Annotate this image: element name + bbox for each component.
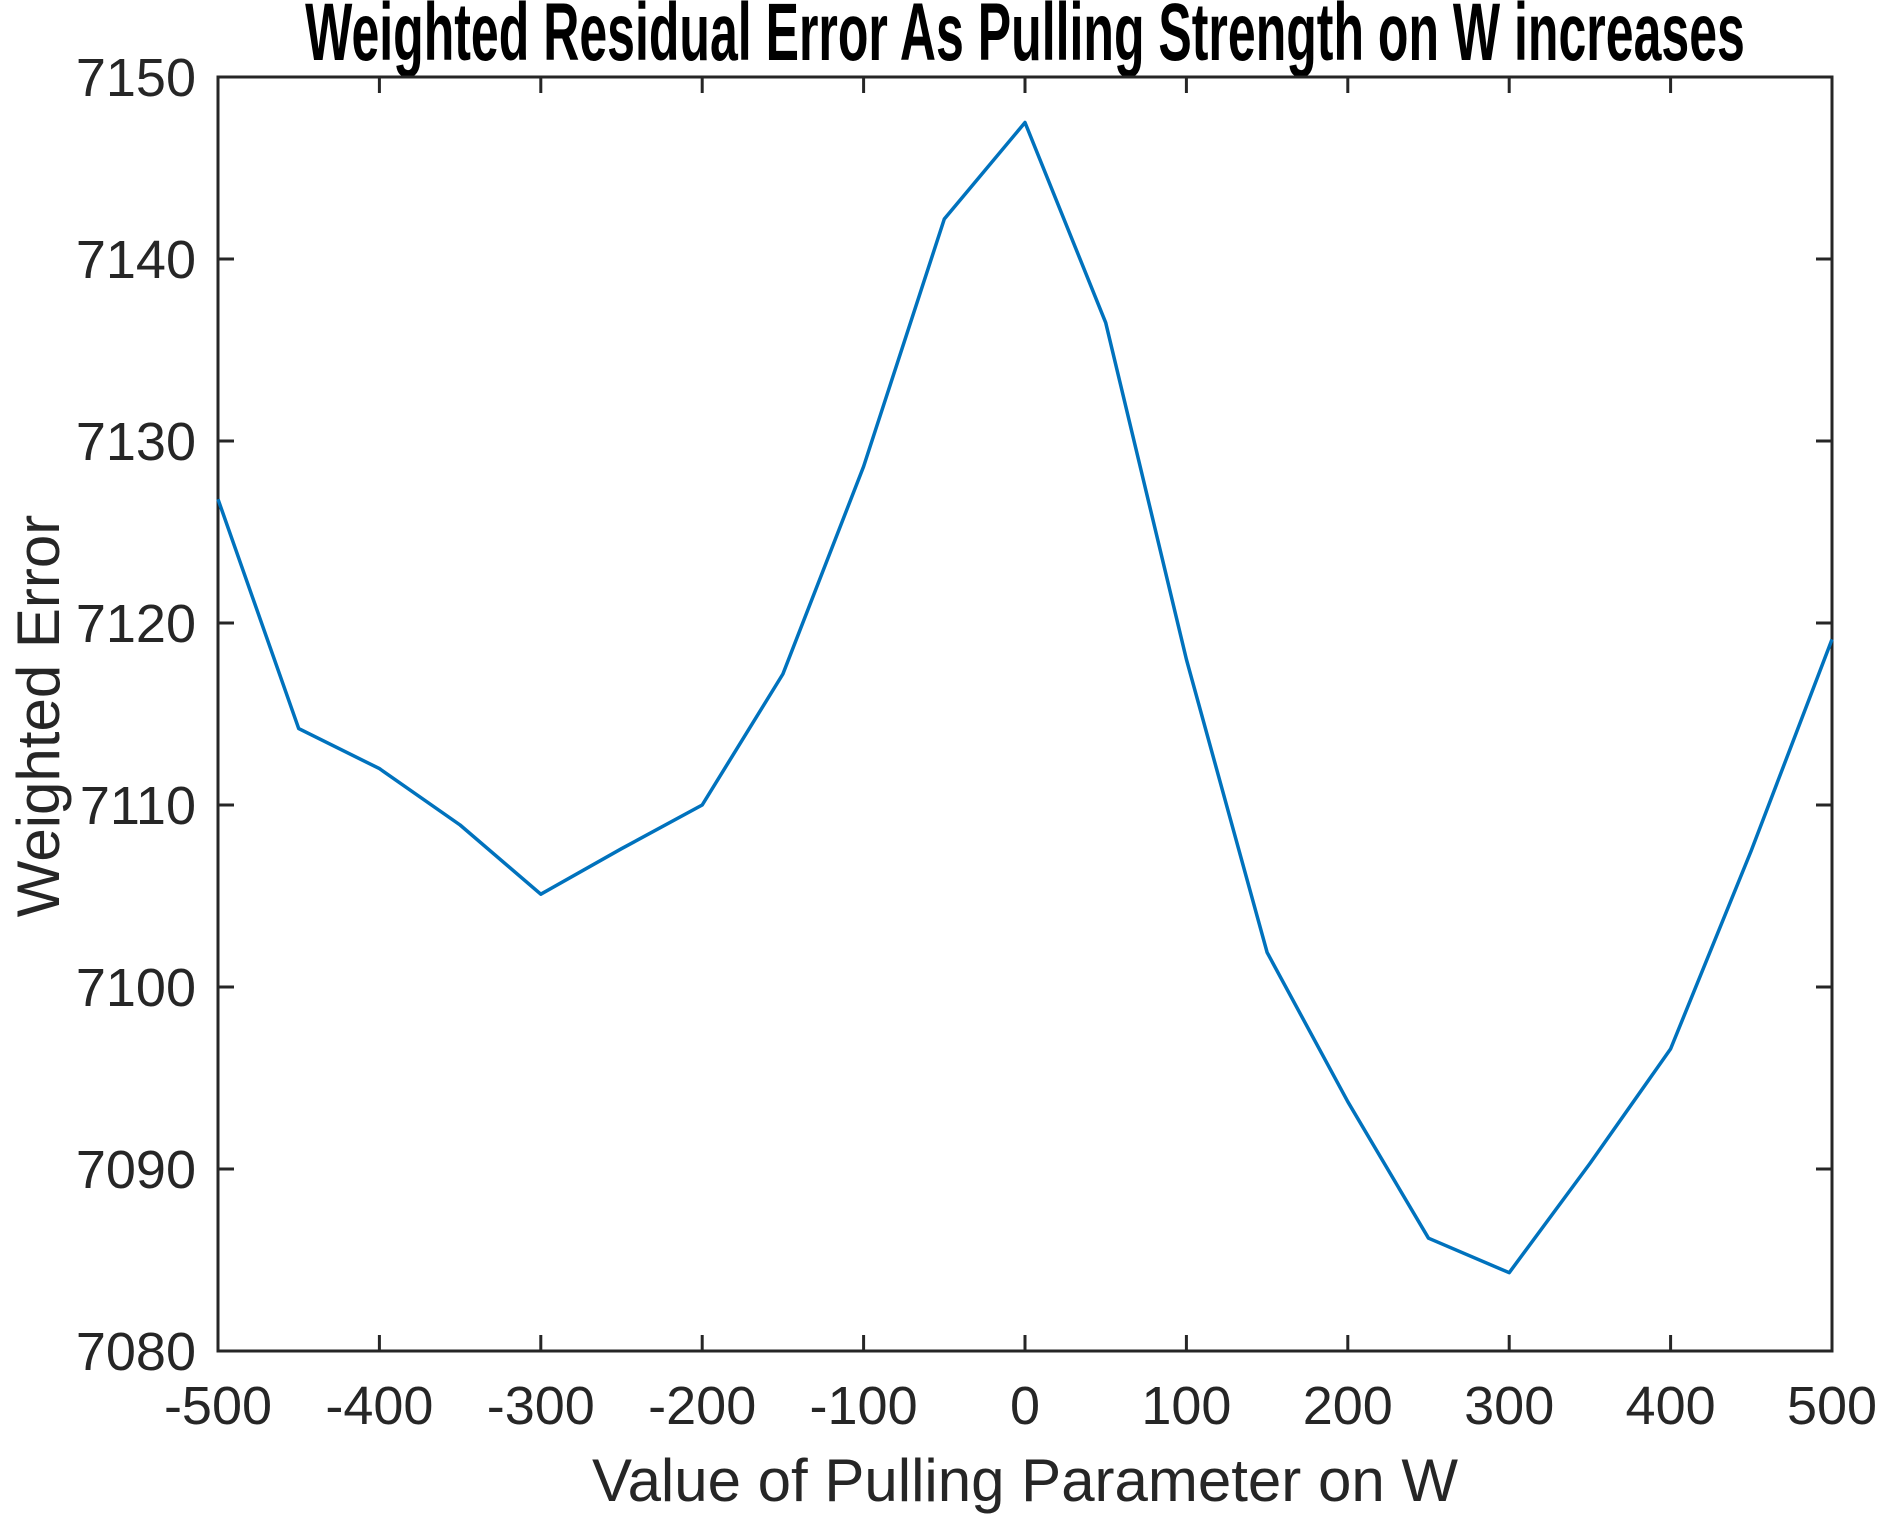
y-tick-label: 7090 [76,1140,196,1200]
x-tick-label: 400 [1626,1376,1716,1436]
x-tick-label: 500 [1787,1376,1877,1436]
x-tick-label: -100 [810,1376,918,1436]
x-tick-label: -300 [487,1376,595,1436]
x-tick-label: 0 [1010,1376,1040,1436]
chart-title: Weighted Residual Error As Pulling Stren… [305,0,1745,78]
y-tick-label: 7120 [76,594,196,654]
axes-box [216,75,1834,1353]
x-tick-label: -500 [164,1376,272,1436]
y-tick-label: 7130 [76,412,196,472]
x-tick-label: -200 [648,1376,756,1436]
y-tick-label: 7110 [80,776,196,836]
y-tick-label: 7080 [76,1322,196,1382]
x-tick-label: 200 [1303,1376,1393,1436]
x-tick-label: -400 [325,1376,433,1436]
x-tick-label: 300 [1464,1376,1554,1436]
x-axis-label: Value of Pulling Parameter on W [592,1447,1458,1514]
x-tick-label: 100 [1141,1376,1231,1436]
y-tick-label: 7150 [76,48,196,108]
y-tick-label: 7140 [76,230,196,290]
data-line [216,120,1834,1275]
y-tick-label: 7100 [76,958,196,1018]
